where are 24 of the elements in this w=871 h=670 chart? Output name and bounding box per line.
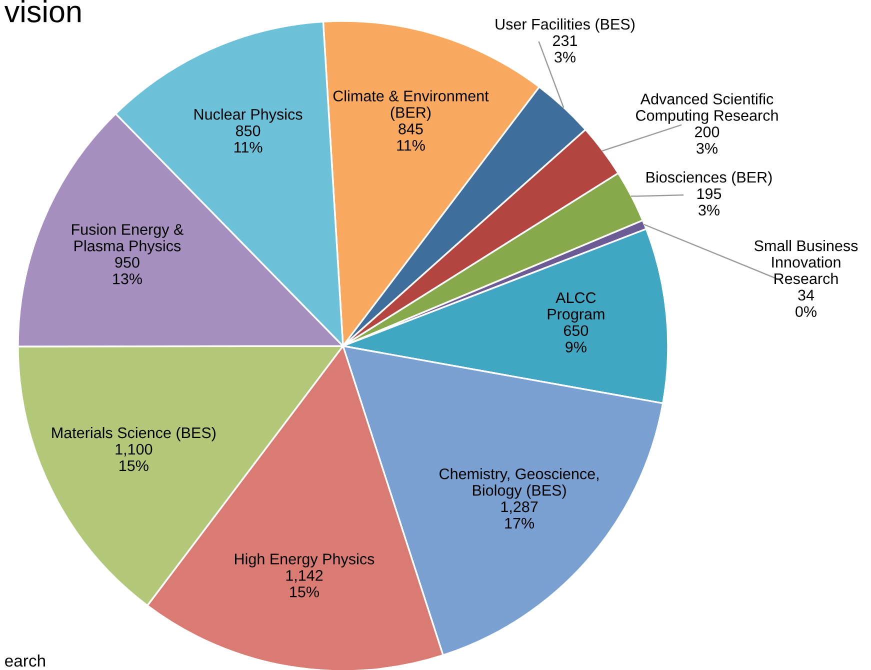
data-label: 200 3% [695,126,720,154]
data-label: 1,142 15% [286,570,323,598]
data-label: 231 3% [553,35,577,63]
slice-label: Chemistry, Geoscience, Biology (BES) [440,468,598,499]
slice-label: High Energy Physics [235,553,374,568]
slice-label: Climate & Environment (BER) [333,90,489,121]
chart-title: vision [4,0,80,22]
text: earch [5,654,45,667]
slice-label: Materials Science (BES) [52,426,216,442]
slice-label: Nuclear Physics [194,108,302,123]
slice-label: User Facilities (BES) [496,18,635,33]
slice-label: Fusion Energy & Plasma Physics [72,224,184,254]
data-label: 845 11% [397,124,425,151]
data-label: 1,287 17% [501,501,538,529]
data-label: 1,100 15% [116,444,152,472]
data-label: 850 11% [234,125,262,153]
data-label: 34 0% [796,290,816,318]
data-label: 650 9% [564,325,588,352]
slice-label: Biosciences (BER) [646,171,772,186]
slice-label: ALCC Program [548,292,604,323]
slice-label: Advanced Scientific Computing Research [636,93,778,124]
slice-label: Small Business Innovation Research [754,240,858,284]
data-label: 195 3% [697,188,722,216]
data-label: 950 13% [113,256,142,284]
